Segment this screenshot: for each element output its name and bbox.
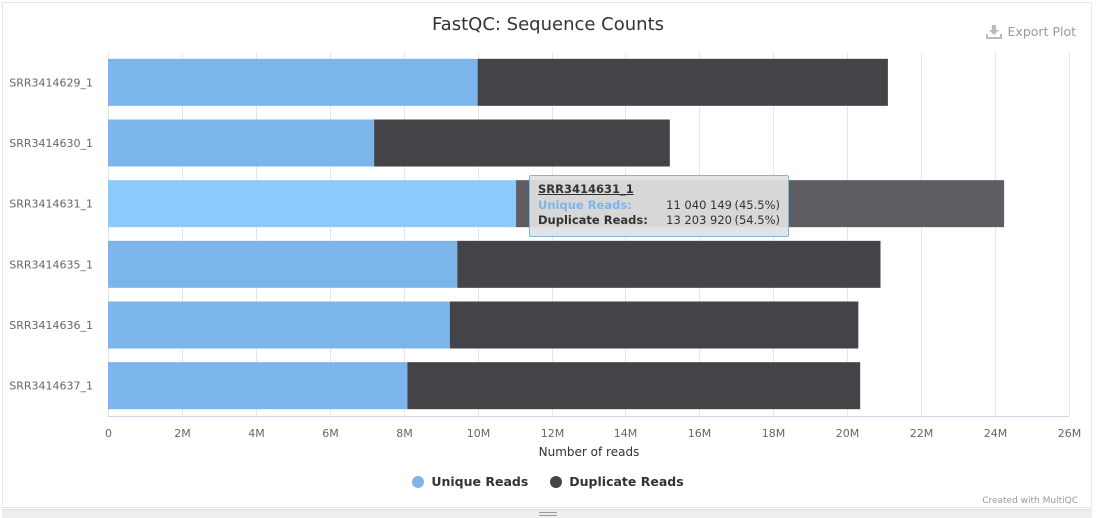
tooltip-row-duplicate: Duplicate Reads: 13 203 920 (54.5%) [538,213,780,228]
x-tick-label: 4M [248,427,265,440]
x-tick-label: 24M [984,427,1008,440]
tooltip-row-unique: Unique Reads: 11 040 149 (45.5%) [538,198,780,213]
legend-item-duplicate-reads[interactable]: Duplicate Reads [550,474,684,489]
y-tick-label: SRR3414631_1 [9,198,93,211]
x-tick-label: 12M [541,427,565,440]
legend-item-unique-reads[interactable]: Unique Reads [412,474,528,489]
export-plot-label: Export Plot [1007,24,1076,39]
x-tick-label: 14M [614,427,638,440]
credit-text: Created with MultiQC [982,496,1078,506]
y-tick-label: SRR3414630_1 [9,137,93,150]
x-tick-label: 2M [174,427,191,440]
legend-marker-duplicate [550,475,563,488]
legend-marker-unique [412,475,425,488]
legend-label-duplicate: Duplicate Reads [569,474,684,489]
x-tick-label: 0 [105,427,112,440]
bar-unique-SRR3414630_1[interactable] [108,119,375,167]
bar-unique-SRR3414636_1[interactable] [108,301,450,349]
legend: Unique Reads Duplicate Reads [0,474,1096,489]
bar-unique-SRR3414631_1[interactable] [108,180,517,228]
resize-handle-bar[interactable] [2,509,1092,518]
x-tick-label: 26M [1058,427,1082,440]
x-tick-label: 20M [836,427,860,440]
x-tick-label: 22M [910,427,934,440]
bar-duplicate-SRR3414637_1[interactable] [407,362,861,410]
bar-unique-SRR3414635_1[interactable] [108,240,458,288]
tooltip-value-duplicate: 13 203 920 [666,213,732,227]
x-axis-title: Number of reads [539,445,640,459]
bar-unique-SRR3414629_1[interactable] [108,58,478,106]
resize-grip-icon [539,512,557,516]
tooltip: SRR3414631_1 Unique Reads: 11 040 149 (4… [529,175,789,237]
y-tick-label: SRR3414635_1 [9,258,93,271]
tooltip-label-duplicate: Duplicate Reads: [538,213,648,227]
y-axis-labels: SRR3414629_1 SRR3414630_1 SRR3414631_1 SRR3… [9,76,93,392]
chart-title: FastQC: Sequence Counts [431,14,665,35]
bar-duplicate-SRR3414630_1[interactable] [374,119,670,167]
tooltip-pct-unique: (45.5%) [734,198,780,212]
x-tick-label: 8M [396,427,413,440]
x-tick-label: 10M [467,427,491,440]
bar-unique-SRR3414637_1[interactable] [108,362,408,410]
x-tick-label: 6M [322,427,339,440]
bar-duplicate-SRR3414635_1[interactable] [457,240,881,288]
grid-lines [108,52,1070,417]
bar-duplicate-SRR3414636_1[interactable] [449,301,859,349]
x-tick-label: 18M [762,427,786,440]
y-tick-label: SRR3414629_1 [9,76,93,89]
x-axis-labels: 0 2M 4M 6M 8M 10M 12M 14M 16M 18M 20M 22M 24M 26M [105,427,1081,440]
legend-label-unique: Unique Reads [431,474,529,489]
tooltip-value-unique: 11 040 149 [666,198,732,212]
download-icon [985,24,1002,39]
y-tick-label: SRR3414637_1 [9,380,93,393]
tooltip-title: SRR3414631_1 [538,182,634,196]
x-tick-label: 16M [688,427,712,440]
tooltip-label-unique: Unique Reads: [538,198,632,212]
export-plot-button[interactable]: Export Plot [985,24,1076,39]
tooltip-pct-duplicate: (54.5%) [734,213,780,227]
y-tick-label: SRR3414636_1 [9,319,93,332]
bar-duplicate-SRR3414629_1[interactable] [477,58,888,106]
